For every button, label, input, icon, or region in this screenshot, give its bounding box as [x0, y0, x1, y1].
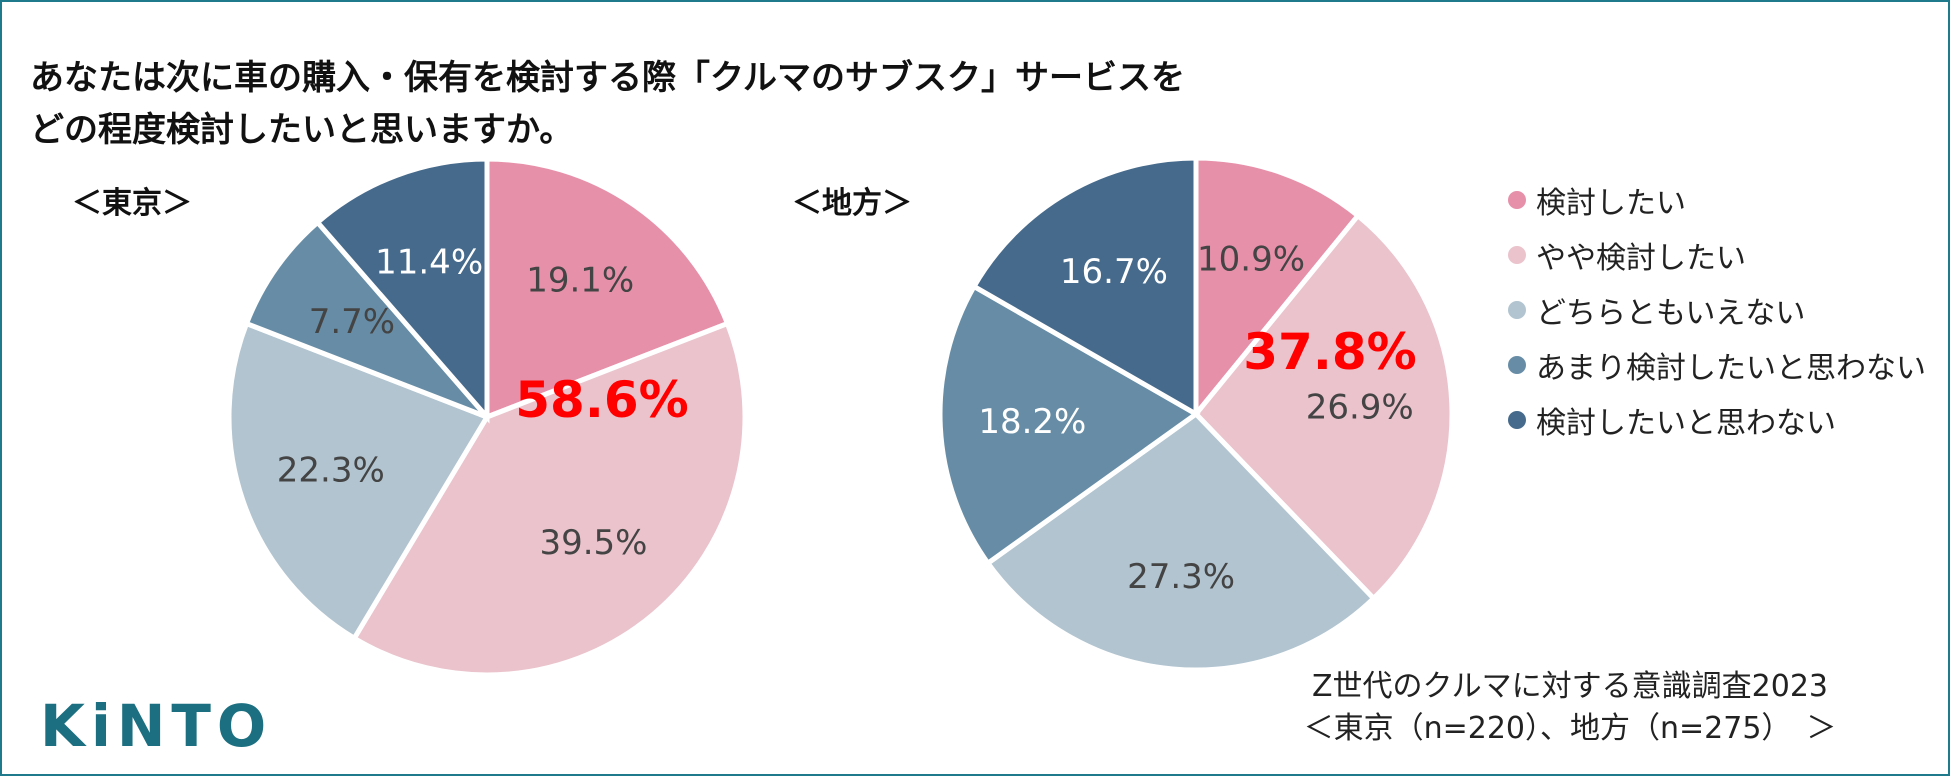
pie-slice-chiho-1	[1192, 212, 1455, 602]
pie-slice-tokyo-2	[226, 320, 491, 642]
slice-label-tokyo-3: 7.7%	[309, 302, 395, 342]
chart-title-line1: あなたは次に車の購入・保有を検討する際「クルマのサブスク」サービスを	[30, 58, 1185, 98]
pie-slice-chiho-3	[937, 283, 1201, 567]
pie-slice-tokyo-0	[484, 156, 731, 421]
highlight-total-chiho: 37.8%	[1243, 323, 1416, 381]
legend-item: 検討したいと思わない	[1508, 392, 1926, 447]
slice-label-chiho-0: 10.9%	[1197, 240, 1305, 280]
legend-dot-icon	[1508, 190, 1526, 209]
pie-slice-tokyo-3	[243, 218, 489, 420]
slice-label-chiho-1: 26.9%	[1306, 387, 1414, 427]
region-label-chiho: ＜地方＞	[792, 186, 912, 221]
chart-title-line2: どの程度検討したいと思いますか。	[30, 110, 574, 150]
region-label-tokyo: ＜東京＞	[72, 186, 192, 221]
legend-item: 検討したい	[1508, 172, 1926, 227]
legend-label: やや検討したい	[1536, 240, 1746, 276]
chart-title: あなたは次に車の購入・保有を検討する際「クルマのサブスク」サービスを どの程度検…	[30, 52, 1185, 156]
slice-label-tokyo-2: 22.3%	[277, 450, 385, 490]
legend-label: あまり検討したいと思わない	[1536, 350, 1926, 386]
legend-label: 検討したい	[1536, 185, 1686, 221]
legend-item: あまり検討したいと思わない	[1508, 337, 1926, 392]
source-line1: Z世代のクルマに対する意識調査2023	[1312, 669, 1828, 704]
legend-item: どちらともいえない	[1508, 282, 1926, 337]
highlight-total-tokyo: 58.6%	[515, 371, 688, 429]
source-line2: ＜東京（n=220）、地方（n=275） ＞	[1303, 711, 1837, 746]
legend-dot-icon	[1508, 245, 1526, 264]
legend-dot-icon	[1508, 410, 1526, 429]
source-note: Z世代のクルマに対する意識調査2023 ＜東京（n=220）、地方（n=275）…	[1260, 666, 1880, 750]
legend-label: 検討したいと思わない	[1536, 405, 1836, 441]
pie-slice-chiho-2	[984, 410, 1378, 673]
slice-label-chiho-4: 16.7%	[1060, 252, 1168, 292]
slice-label-tokyo-4: 11.4%	[375, 242, 483, 282]
pie-slice-tokyo-1	[350, 320, 748, 678]
legend-dot-icon	[1508, 355, 1526, 374]
slice-label-tokyo-1: 39.5%	[539, 523, 647, 563]
legend-item: やや検討したい	[1508, 227, 1926, 282]
slice-label-chiho-3: 18.2%	[978, 402, 1086, 442]
slice-label-chiho-2: 27.3%	[1127, 557, 1235, 597]
kinto-logo: KiNTO	[40, 692, 273, 760]
pie-slice-chiho-0	[1193, 155, 1362, 422]
slice-label-tokyo-0: 19.1%	[526, 261, 634, 301]
legend-dot-icon	[1508, 300, 1526, 319]
legend: 検討したい やや検討したい どちらともいえない あまり検討したいと思わない 検討…	[1508, 172, 1926, 447]
legend-label: どちらともいえない	[1536, 295, 1806, 331]
pie-slice-tokyo-4	[314, 156, 490, 424]
pie-slice-chiho-4	[970, 155, 1199, 419]
